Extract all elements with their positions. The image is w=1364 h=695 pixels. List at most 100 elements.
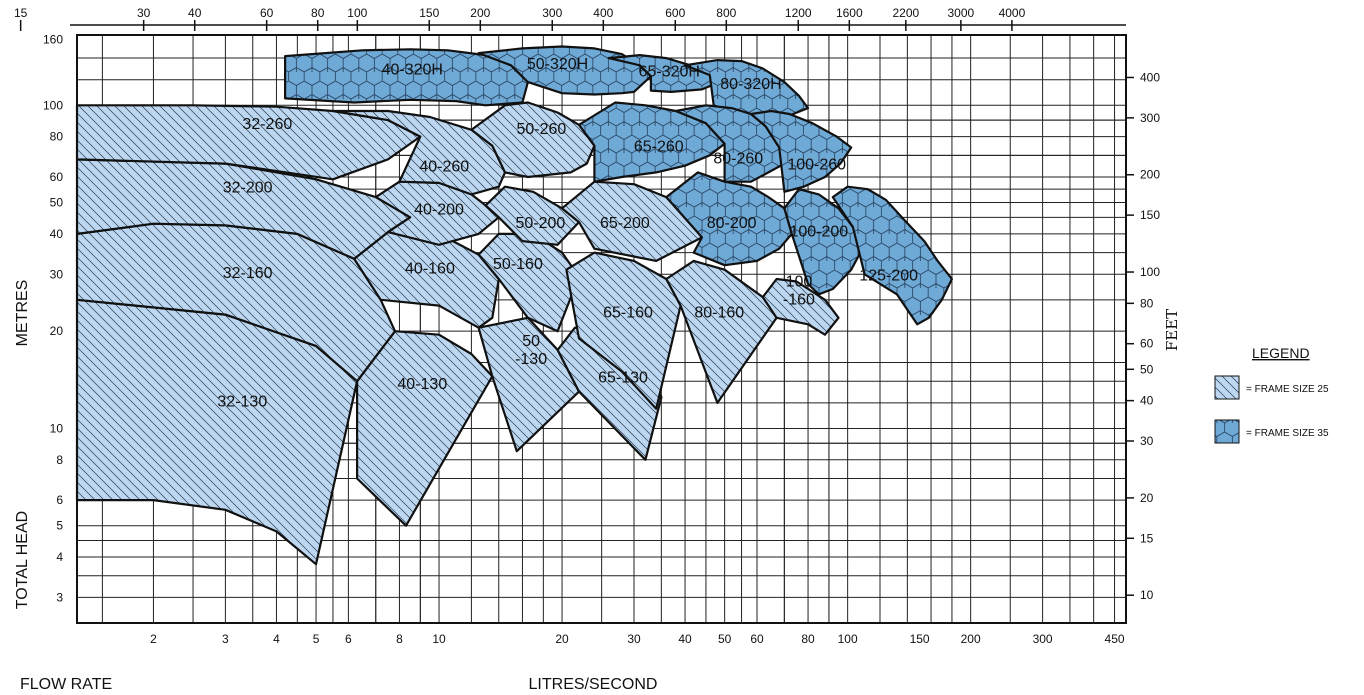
- region-label-32-200: 32-200: [223, 180, 273, 197]
- y-tick-label: 40: [50, 227, 64, 241]
- x-tick-label: 80: [801, 632, 815, 646]
- x-top-tick-label: 150: [419, 6, 439, 20]
- y-tick-label: 10: [50, 421, 64, 435]
- x-tick-label: 150: [910, 632, 930, 646]
- x-top-tick-label: 40: [188, 6, 202, 20]
- region-label-32-160: 32-160: [223, 265, 273, 282]
- region-100-200: [783, 188, 866, 296]
- y-tick-label: 5: [56, 519, 63, 533]
- y-tick-label: 60: [50, 170, 64, 184]
- y-right-tick-label: 400: [1140, 70, 1160, 84]
- x-tick-label: 100: [838, 632, 858, 646]
- region-label-32-260: 32-260: [242, 116, 292, 133]
- region-label-40-160: 40-160: [405, 260, 455, 277]
- x-top-tick-label: 100: [347, 6, 367, 20]
- x-top-tick-label: 80: [311, 6, 325, 20]
- region-65-320h: [607, 53, 715, 94]
- y-tick-label: 30: [50, 267, 64, 281]
- y-tick-label: 80: [50, 130, 64, 144]
- y-tick-label: 100: [43, 98, 63, 112]
- x-tick-label: 3: [222, 632, 229, 646]
- region-label-80-320h: 80-320H: [720, 76, 781, 93]
- x-tick-label: 6: [345, 632, 352, 646]
- region-label-65-260: 65-260: [634, 139, 684, 156]
- x-axis-title-left: FLOW RATE: [20, 676, 112, 693]
- region-100-260: [749, 109, 853, 193]
- y-right-tick-label: 150: [1140, 208, 1160, 222]
- y-right-tick-label: 15: [1140, 531, 1154, 545]
- region-label-40-200: 40-200: [414, 201, 464, 218]
- x-tick-label: 300: [1033, 632, 1053, 646]
- x-tick-label: 8: [396, 632, 403, 646]
- legend: LEGEND = FRAME SIZE 25 = FRAME SIZE 35: [1214, 345, 1329, 444]
- y-right-tick-label: 20: [1140, 491, 1154, 505]
- region-label-100-160: 100 -160: [783, 273, 815, 308]
- y-tick-label: 3: [56, 590, 63, 604]
- x-top-tick-label: 60: [260, 6, 274, 20]
- y-right-tick-label: 10: [1140, 588, 1154, 602]
- region-label-40-130: 40-130: [397, 376, 447, 393]
- region-label-65-160: 65-160: [603, 305, 653, 322]
- y-tick-label: 8: [56, 453, 63, 467]
- x-top-tick-label: 1600: [836, 6, 863, 20]
- region-label-65-320h: 65-320H: [639, 64, 700, 81]
- region-label-65-200: 65-200: [600, 215, 650, 232]
- y-axis-title-right: FEET: [1163, 309, 1181, 351]
- x-tick-label: 200: [961, 632, 981, 646]
- region-65-260: [577, 101, 726, 183]
- y-right-tick-label: 200: [1140, 168, 1160, 182]
- region-label-50-160: 50-160: [493, 256, 543, 273]
- legend-label-frame-25: = FRAME SIZE 25: [1246, 384, 1329, 395]
- x-tick-label: 30: [627, 632, 641, 646]
- region-label-100-260: 100-260: [787, 157, 846, 174]
- y-right-tick-label: 300: [1140, 111, 1160, 125]
- region-label-80-260: 80-260: [713, 150, 763, 167]
- y-right-tick-label: 60: [1140, 337, 1154, 351]
- x-top-tick-label: 800: [716, 6, 736, 20]
- plot-frame: [76, 34, 1127, 624]
- x-tick-label: 60: [750, 632, 764, 646]
- region-label-40-260: 40-260: [419, 159, 469, 176]
- region-125-200: [831, 185, 954, 326]
- region-label-80-160: 80-160: [694, 305, 744, 322]
- x-top-tick-label: 2200: [892, 6, 919, 20]
- region-label-32-130: 32-130: [217, 394, 267, 411]
- region-label-125-200: 125-200: [859, 267, 918, 284]
- region-label-100-200: 100-200: [789, 223, 848, 240]
- frame-regions: [75, 45, 954, 566]
- x-tick-label: 4: [273, 632, 280, 646]
- legend-swatch-frame-25: [1214, 375, 1240, 400]
- region-labels: 32-130 40-130 50 -130 65-130 32-160 40-160 50-1…: [217, 56, 918, 410]
- y-right-tick-label: 80: [1140, 296, 1154, 310]
- x-axis-title: LITRES/SECOND: [529, 676, 658, 693]
- x-tick-label: 50: [718, 632, 732, 646]
- x-top-tick-label: 600: [665, 6, 685, 20]
- legend-swatch-frame-35: [1214, 419, 1240, 444]
- region-label-50-200: 50-200: [515, 215, 565, 232]
- y-right-tick-label: 30: [1140, 434, 1154, 448]
- y-right-tick-label: 100: [1140, 265, 1160, 279]
- x-top-tick-label: 15: [14, 6, 28, 20]
- y-tick-label: 20: [50, 324, 64, 338]
- region-50-260: [470, 101, 596, 179]
- region-label-50-130: 50 -130: [515, 333, 547, 368]
- x-top-tick-label: 300: [542, 6, 562, 20]
- x-tick-label: 2: [150, 632, 157, 646]
- y-tick-label: 160: [43, 32, 63, 46]
- region-40-130: [356, 330, 494, 527]
- y-tick-label: 6: [56, 493, 63, 507]
- y-axis-title: METRES: [14, 280, 31, 347]
- region-label-50-320h: 50-320H: [527, 56, 588, 73]
- region-label-65-130: 65-130: [598, 369, 648, 386]
- region-40-260: [331, 109, 507, 196]
- region-100-160: [761, 277, 840, 336]
- region-label-50-260: 50-260: [516, 121, 566, 138]
- y-right-tick-label: 40: [1140, 394, 1154, 408]
- y-tick-label: 50: [50, 196, 64, 210]
- region-32-200: [75, 158, 412, 260]
- x-top-tick-label: 4000: [999, 6, 1026, 20]
- x-tick-label: 450: [1105, 632, 1125, 646]
- y-tick-label: 4: [56, 550, 63, 564]
- x-top-tick-label: 200: [470, 6, 490, 20]
